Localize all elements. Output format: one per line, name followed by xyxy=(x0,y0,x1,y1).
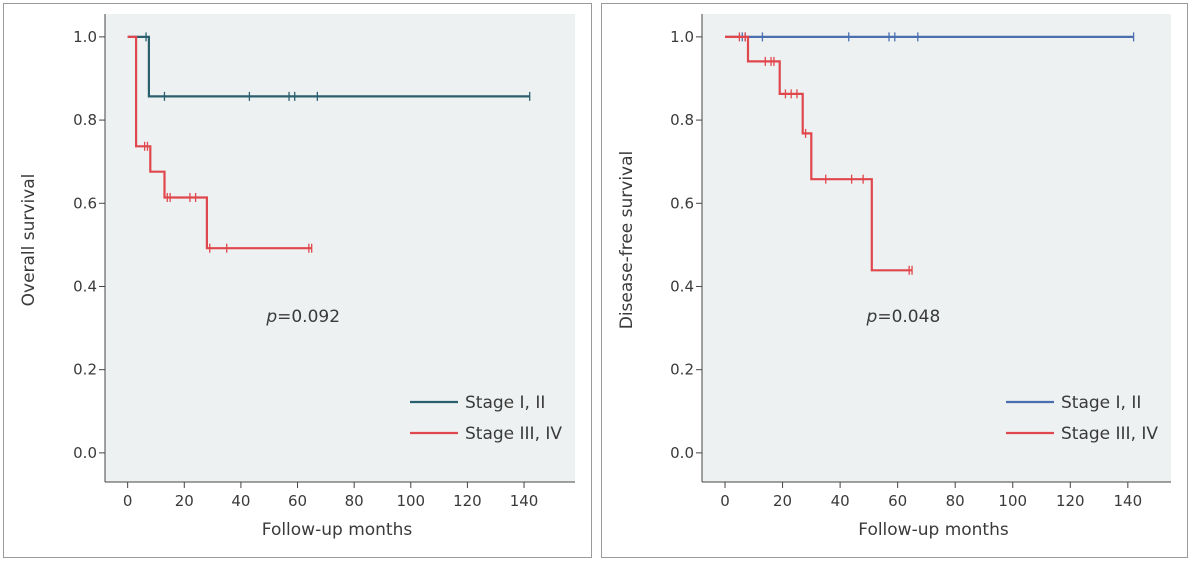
x-tick-label: 0 xyxy=(720,492,730,510)
x-tick-label: 60 xyxy=(888,492,907,510)
y-tick-label: 0.0 xyxy=(73,444,97,462)
x-tick-label: 140 xyxy=(510,492,539,510)
p-value-symbol: p xyxy=(866,307,878,327)
chart-overall-survival: 0.0 0.2 0.4 0.6 0.8 1.0 0 20 40 60 80 100 120 140 Foll… xyxy=(19,14,575,540)
panel-overall-survival: 0.0 0.2 0.4 0.6 0.8 1.0 0 20 40 60 80 100 120 140 Foll… xyxy=(3,3,592,558)
plot-area xyxy=(105,14,575,482)
y-tick-label: 0.8 xyxy=(73,111,97,129)
y-tick-label: 1.0 xyxy=(73,28,97,46)
legend-label-0: Stage I, II xyxy=(465,393,545,413)
y-tick-label: 1.0 xyxy=(670,28,694,46)
x-tick-label: 120 xyxy=(453,492,482,510)
x-tick-label: 120 xyxy=(1056,492,1085,510)
x-tick-label: 100 xyxy=(396,492,425,510)
x-tick-label: 40 xyxy=(831,492,850,510)
series-line-0 xyxy=(127,35,530,98)
x-axis-title: Follow-up months xyxy=(858,520,1009,540)
series-line-1 xyxy=(725,35,912,272)
x-tick-label: 40 xyxy=(231,492,250,510)
y-tick-label: 0.8 xyxy=(670,111,694,129)
y-tick-label: 0.4 xyxy=(73,277,97,295)
x-tick-label: 80 xyxy=(946,492,965,510)
x-tick-label: 60 xyxy=(288,492,307,510)
p-value-text: =0.092 xyxy=(277,307,340,327)
x-tick-label: 140 xyxy=(1114,492,1143,510)
y-axis-title: Disease-free survival xyxy=(617,151,637,330)
y-tick-label: 0.2 xyxy=(73,361,97,379)
x-tick-label: 80 xyxy=(345,492,364,510)
chart-disease-free-survival: 0.0 0.2 0.4 0.6 0.8 1.0 0 20 40 60 80 100 120 140 Foll… xyxy=(617,14,1171,540)
x-tick-label: 20 xyxy=(175,492,194,510)
x-tick-label: 20 xyxy=(773,492,792,510)
p-value-symbol: p xyxy=(265,307,277,327)
legend-label-0: Stage I, II xyxy=(1061,393,1141,413)
x-axis-title: Follow-up months xyxy=(262,520,413,540)
p-value-annotation: p=0.092 xyxy=(265,307,340,327)
legend-label-1: Stage III, IV xyxy=(1061,424,1158,444)
y-tick-label: 0.0 xyxy=(670,444,694,462)
x-tick-label: 100 xyxy=(998,492,1027,510)
y-axis-title: Overall survival xyxy=(19,174,39,307)
panel-disease-free-survival: 0.0 0.2 0.4 0.6 0.8 1.0 0 20 40 60 80 100 120 140 Foll… xyxy=(601,3,1188,558)
series-line-1 xyxy=(127,35,312,250)
p-value-annotation: p=0.048 xyxy=(866,307,941,327)
y-tick-label: 0.2 xyxy=(670,361,694,379)
y-tick-label: 0.4 xyxy=(670,277,694,295)
x-tick-label: 0 xyxy=(123,492,133,510)
y-tick-label: 0.6 xyxy=(73,194,97,212)
legend-label-1: Stage III, IV xyxy=(465,424,562,444)
y-tick-label: 0.6 xyxy=(670,194,694,212)
p-value-text: =0.048 xyxy=(877,307,940,327)
